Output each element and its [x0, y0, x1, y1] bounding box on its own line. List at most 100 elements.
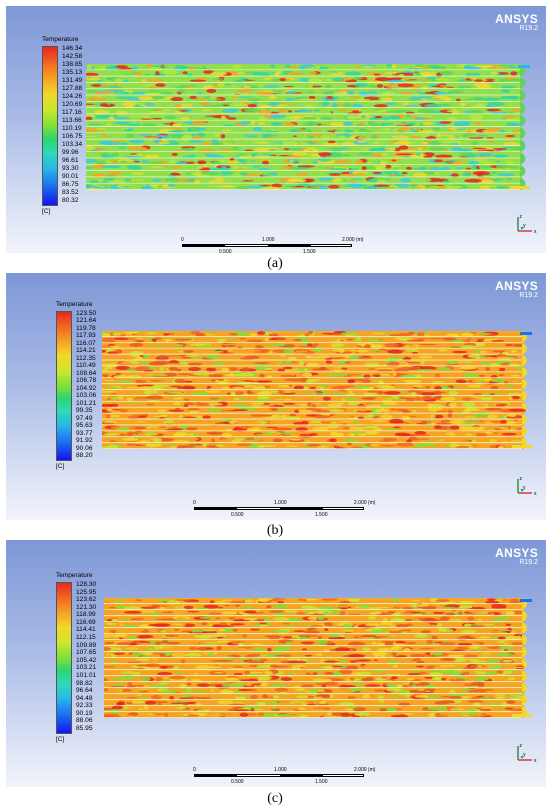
temperature-blob — [335, 606, 350, 608]
temperature-blob — [274, 427, 293, 431]
temperature-blob — [142, 136, 160, 139]
temperature-blob — [112, 652, 126, 655]
temperature-blob — [274, 687, 289, 692]
temperature-blob — [475, 350, 481, 354]
temperature-blob — [269, 390, 279, 393]
legend-tick-label: 106.75 — [62, 133, 83, 140]
temperature-blob — [366, 92, 376, 95]
temperature-blob — [261, 414, 273, 417]
temperature-blob — [269, 684, 287, 688]
temperature-blob — [394, 368, 410, 372]
temperature-blob — [119, 622, 133, 625]
temperature-blob — [187, 437, 200, 441]
temperature-blob — [114, 380, 126, 382]
temperature-blob — [245, 348, 255, 353]
temperature-blob — [417, 681, 430, 687]
temperature-blob — [213, 167, 231, 171]
temperature-blob — [149, 361, 165, 363]
temperature-blob — [114, 77, 123, 82]
temperature-blob — [301, 648, 308, 651]
temperature-blob — [324, 628, 329, 631]
temperature-blob — [392, 598, 399, 602]
temperature-blob — [398, 127, 412, 131]
temperature-blob — [268, 95, 277, 100]
temperature-blob — [495, 390, 512, 394]
temperature-blob — [397, 332, 413, 337]
temperature-blob — [381, 337, 396, 340]
temperature-blob — [363, 392, 378, 396]
temperature-blob — [287, 378, 305, 382]
temperature-blob — [326, 374, 336, 378]
temperature-blob — [199, 117, 205, 120]
temperature-blob — [493, 147, 507, 150]
temperature-blob — [411, 684, 418, 688]
temperature-blob — [479, 689, 495, 691]
temperature-blob — [402, 419, 421, 424]
temperature-blob — [385, 428, 400, 431]
temperature-blob — [345, 665, 359, 670]
temperature-blob — [411, 351, 419, 354]
temperature-blob — [267, 675, 280, 680]
temperature-blob — [276, 702, 291, 706]
temperature-blob — [388, 630, 402, 634]
temperature-blob — [390, 617, 406, 623]
temperature-blob — [128, 139, 146, 144]
temperature-blob — [152, 438, 162, 443]
temperature-blob — [480, 186, 490, 190]
temperature-blob — [338, 109, 348, 112]
temperature-blob — [187, 66, 197, 70]
temperature-blob — [180, 659, 186, 664]
temperature-blob — [408, 67, 423, 70]
temperature-blob — [112, 332, 122, 336]
temperature-blob — [247, 66, 260, 71]
temperature-blob — [247, 103, 257, 108]
legend-tick-label: 106.78 — [76, 377, 97, 385]
temperature-blob — [438, 641, 456, 647]
temperature-blob — [336, 390, 350, 395]
temperature-blob — [176, 616, 186, 621]
temperature-blob — [151, 117, 163, 120]
temperature-blob — [153, 415, 163, 418]
svg-text:y: y — [523, 752, 526, 758]
temperature-blob — [175, 422, 190, 425]
temperature-blob — [351, 672, 363, 676]
temperature-blob — [299, 688, 304, 692]
temperature-blob — [469, 635, 480, 638]
temperature-blob — [208, 397, 219, 400]
temperature-blob — [366, 127, 383, 131]
temperature-blob — [505, 695, 512, 698]
temperature-blob — [231, 439, 242, 443]
temperature-blob — [346, 116, 361, 120]
temperature-blob — [347, 433, 356, 437]
temperature-blob — [412, 622, 431, 627]
temperature-blob — [499, 129, 506, 134]
temperature-blob — [196, 127, 206, 131]
temperature-blob — [333, 373, 348, 377]
temperature-blob — [318, 152, 332, 157]
temperature-blob — [126, 397, 133, 402]
legend-tick-label: 118.99 — [76, 611, 96, 619]
temperature-blob — [486, 108, 502, 112]
temperature-blob — [86, 116, 93, 121]
temperature-blob — [424, 104, 442, 108]
temperature-blob — [277, 628, 293, 631]
temperature-blob — [383, 72, 401, 75]
temperature-blob — [315, 65, 321, 70]
temperature-blob — [430, 444, 437, 447]
temperature-blob — [196, 598, 207, 601]
temperature-blob — [142, 629, 150, 633]
ansys-version: R19.2 — [519, 292, 538, 299]
temperature-blob — [376, 625, 390, 627]
temperature-blob — [299, 78, 309, 82]
svg-text:x: x — [534, 758, 537, 764]
temperature-blob — [428, 158, 436, 163]
temperature-blob — [130, 393, 138, 396]
scale-bar: 0 1.000 2.000 (m) 0.500 1.500 — [193, 500, 375, 520]
temperature-blob — [320, 606, 333, 611]
temperature-blob — [440, 386, 452, 390]
temperature-blob — [185, 653, 202, 657]
temperature-blob — [245, 678, 259, 682]
temperature-blob — [316, 696, 323, 698]
temperature-blob — [458, 696, 475, 699]
temperature-blob — [265, 426, 279, 429]
